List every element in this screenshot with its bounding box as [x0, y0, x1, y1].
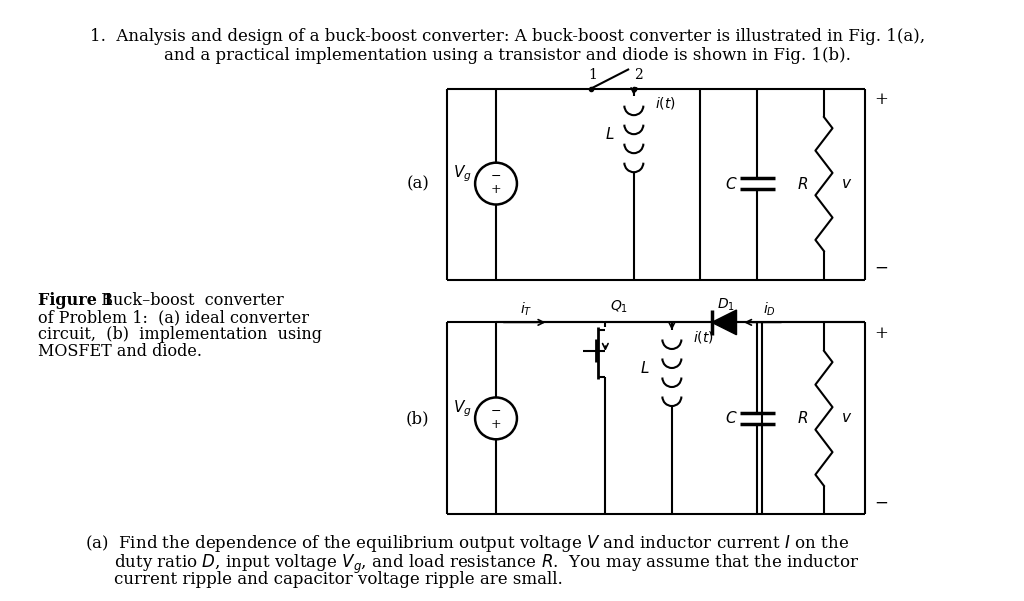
Text: −: −	[490, 405, 502, 418]
Text: +: +	[490, 183, 502, 196]
Text: $i_D$: $i_D$	[763, 300, 776, 318]
Text: (b): (b)	[406, 410, 429, 427]
Text: $Q_1$: $Q_1$	[610, 299, 629, 316]
Text: $v$: $v$	[841, 177, 852, 191]
Text: 1.  Analysis and design of a buck-boost converter: A buck-boost converter is ill: 1. Analysis and design of a buck-boost c…	[90, 28, 925, 44]
Text: (a)  Find the dependence of the equilibrium output voltage $V$ and inductor curr: (a) Find the dependence of the equilibri…	[85, 534, 850, 554]
Text: current ripple and capacitor voltage ripple are small.: current ripple and capacitor voltage rip…	[114, 572, 562, 588]
Text: +: +	[874, 325, 888, 343]
Text: $i_T$: $i_T$	[520, 300, 532, 318]
Polygon shape	[712, 310, 736, 335]
Text: (a): (a)	[407, 175, 429, 192]
Text: $R$: $R$	[798, 175, 809, 192]
Text: −: −	[490, 171, 502, 183]
Text: $V_g$: $V_g$	[454, 164, 472, 185]
Text: $v$: $v$	[841, 411, 852, 426]
Text: $R$: $R$	[798, 410, 809, 426]
Text: Buck–boost  converter: Buck–boost converter	[91, 292, 284, 309]
Text: −: −	[874, 495, 888, 511]
Text: Figure 1: Figure 1	[38, 292, 114, 309]
Text: MOSFET and diode.: MOSFET and diode.	[38, 343, 202, 360]
Text: and a practical implementation using a transistor and diode is shown in Fig. 1(b: and a practical implementation using a t…	[164, 47, 851, 64]
Text: 2: 2	[634, 69, 643, 82]
Text: $C$: $C$	[725, 410, 737, 426]
Text: $L$: $L$	[605, 126, 614, 142]
Text: +: +	[490, 418, 502, 430]
Text: 1: 1	[589, 69, 597, 82]
Text: +: +	[874, 91, 888, 108]
Text: duty ratio $D$, input voltage $V_g$, and load resistance $R$.  You may assume th: duty ratio $D$, input voltage $V_g$, and…	[114, 552, 859, 576]
Text: $L$: $L$	[640, 360, 650, 376]
Text: circuit,  (b)  implementation  using: circuit, (b) implementation using	[38, 326, 322, 343]
Text: $i(t)$: $i(t)$	[693, 329, 714, 344]
Text: $D_1$: $D_1$	[717, 297, 735, 314]
Text: $C$: $C$	[725, 175, 737, 192]
Text: $i(t)$: $i(t)$	[654, 95, 676, 111]
Text: $V_g$: $V_g$	[454, 398, 472, 419]
Text: of Problem 1:  (a) ideal converter: of Problem 1: (a) ideal converter	[38, 309, 309, 326]
Text: −: −	[874, 260, 888, 276]
